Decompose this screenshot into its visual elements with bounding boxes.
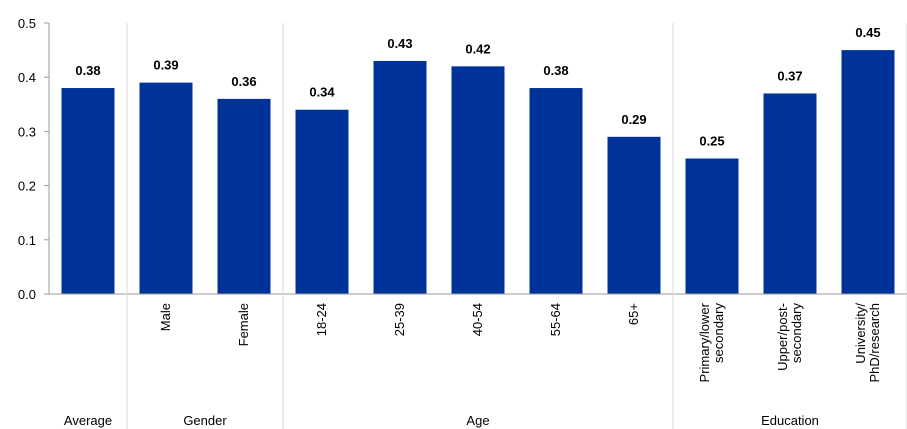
group-label: Age <box>466 413 489 428</box>
bar <box>373 60 427 294</box>
bar <box>763 93 817 295</box>
data-label: 0.38 <box>75 63 100 78</box>
group-labels-layer: Average Gender Age Education <box>64 23 907 429</box>
bar <box>841 50 895 294</box>
category-label: 65+ <box>626 303 641 325</box>
category-labels-layer: Male Female 18-24 25-39 40-54 55-64 65+ Primary… <box>158 302 882 382</box>
data-label: 0.29 <box>621 112 646 127</box>
group-label: Education <box>761 413 819 428</box>
category-label: 40-54 <box>470 303 485 336</box>
group-label: Gender <box>183 413 227 428</box>
y-tick-label: 0.3 <box>18 124 36 139</box>
data-label: 0.34 <box>309 85 335 100</box>
bar <box>139 82 193 295</box>
bar <box>61 88 115 294</box>
bar <box>529 88 583 294</box>
category-label: University/PhD/research <box>853 303 882 383</box>
bar <box>295 109 349 294</box>
data-label: 0.42 <box>465 41 490 56</box>
bar <box>685 158 739 294</box>
y-tick-label: 0.0 <box>18 287 36 302</box>
category-label: Primary/lowersecondary <box>697 302 726 382</box>
data-label: 0.37 <box>777 68 802 83</box>
bar <box>451 66 505 294</box>
data-label: 0.25 <box>699 134 724 149</box>
y-tick-label: 0.4 <box>18 70 36 85</box>
data-label: 0.45 <box>855 25 880 40</box>
data-label: 0.36 <box>231 74 256 89</box>
data-label: 0.38 <box>543 63 568 78</box>
category-label: Female <box>236 303 251 346</box>
y-tick-label: 0.2 <box>18 179 36 194</box>
y-tick-label: 0.5 <box>18 16 36 31</box>
y-tick-label: 0.1 <box>18 233 36 248</box>
category-label: Male <box>158 303 173 331</box>
data-label: 0.43 <box>387 36 412 51</box>
bar <box>217 98 271 294</box>
category-label: 25-39 <box>392 303 407 336</box>
group-label: Average <box>64 413 112 428</box>
category-label: 18-24 <box>314 303 329 336</box>
axes-layer: 0.0 0.1 0.2 0.3 0.4 0.5 <box>18 16 907 302</box>
bar <box>607 136 661 294</box>
bars-layer <box>61 50 895 295</box>
data-label: 0.39 <box>153 58 178 73</box>
data-labels-layer: 0.38 0.39 0.36 0.34 0.43 0.42 0.38 0.29 0.25 0.37… <box>75 25 880 148</box>
category-label: 55-64 <box>548 303 563 336</box>
category-label: Upper/post-secondary <box>775 303 804 371</box>
